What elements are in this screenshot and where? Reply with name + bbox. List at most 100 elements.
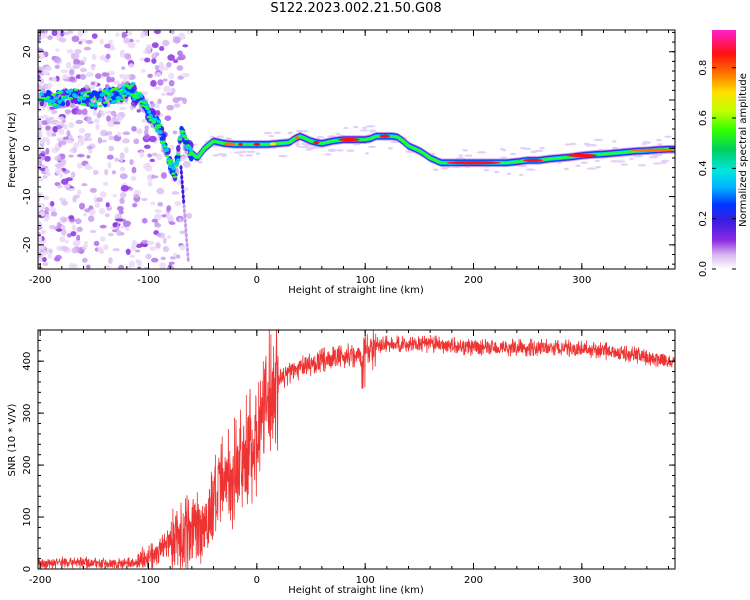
noise-speckle <box>46 172 51 177</box>
noise-speckle <box>172 97 180 103</box>
noise-speckle <box>176 56 184 61</box>
noise-speckle <box>52 109 58 114</box>
noise-speckle <box>82 213 88 217</box>
noise-speckle <box>615 160 626 163</box>
noise-speckle <box>91 33 98 39</box>
noise-speckle <box>564 143 572 146</box>
noise-speckle <box>273 131 282 134</box>
y-tick-label: 20 <box>22 45 33 58</box>
noise-speckle <box>56 228 62 232</box>
noise-speckle <box>98 249 105 255</box>
noise-speckle <box>652 154 663 157</box>
ridge-core <box>379 134 391 138</box>
ridge-core <box>566 153 597 158</box>
noise-speckle <box>66 49 74 54</box>
ridge-cell <box>73 94 79 99</box>
noise-speckle <box>84 163 91 170</box>
ridge-cell <box>163 145 168 148</box>
noise-speckle <box>388 147 393 150</box>
noise-speckle <box>70 231 77 237</box>
noise-speckle <box>81 183 88 187</box>
ridge-cell <box>137 91 142 95</box>
noise-speckle <box>122 74 131 80</box>
noise-speckle <box>197 161 203 164</box>
noise-speckle <box>131 125 137 132</box>
noise-speckle <box>114 218 123 222</box>
noise-speckle <box>108 135 115 141</box>
ridge-cell <box>81 96 87 101</box>
noise-speckle <box>131 240 138 248</box>
noise-speckle <box>118 264 125 269</box>
noise-speckle <box>154 65 160 71</box>
noise-speckle <box>120 185 129 192</box>
noise-speckle <box>73 58 81 66</box>
noise-speckle <box>58 116 65 121</box>
ridge-cell <box>112 99 118 104</box>
noise-speckle <box>81 257 88 263</box>
ridge-cell <box>57 90 62 94</box>
noise-speckle <box>106 154 114 160</box>
noise-speckle <box>131 166 137 174</box>
ridge-cell <box>60 97 66 102</box>
noise-speckle <box>76 189 82 196</box>
noise-speckle <box>178 217 183 223</box>
noise-speckle <box>52 126 58 133</box>
x-tick-label: -200 <box>29 575 52 586</box>
noise-speckle <box>98 208 106 215</box>
ridge-cell <box>130 93 135 96</box>
y-tick-label: 0 <box>22 566 33 572</box>
ridge-core <box>238 142 243 147</box>
noise-speckle <box>328 148 337 152</box>
noise-speckle <box>85 72 94 77</box>
noise-speckle <box>72 142 79 149</box>
noise-speckle <box>97 137 103 144</box>
ridge-cell <box>156 125 161 129</box>
noise-speckle <box>288 131 293 134</box>
noise-speckle <box>66 130 71 137</box>
noise-speckle <box>93 240 100 247</box>
noise-speckle <box>59 236 66 243</box>
noise-speckle <box>141 217 148 224</box>
noise-speckle <box>78 202 86 210</box>
noise-speckle <box>346 149 355 152</box>
noise-speckle <box>44 155 51 162</box>
noise-speckle <box>62 136 69 140</box>
ridge-cell <box>182 135 187 138</box>
noise-speckle <box>44 206 50 213</box>
ridge-cell <box>197 153 202 157</box>
ridge-cell <box>98 97 103 102</box>
noise-speckle <box>42 257 47 263</box>
noise-speckle <box>166 61 172 68</box>
noise-speckle <box>76 162 83 169</box>
noise-speckle <box>156 187 165 195</box>
noise-speckle <box>40 243 45 251</box>
ridge-cell <box>171 166 176 171</box>
noise-speckle <box>539 146 545 150</box>
ridge-cell <box>141 101 147 104</box>
snr-series-line <box>38 330 675 569</box>
noise-speckle <box>500 147 505 151</box>
ridge-cell <box>91 97 96 100</box>
noise-speckle <box>166 205 172 212</box>
noise-speckle <box>301 142 306 145</box>
noise-speckle <box>76 234 81 242</box>
tail-blob <box>182 203 186 209</box>
ridge-cell <box>93 103 98 108</box>
noise-speckle <box>124 53 132 60</box>
ridge-cell <box>107 98 113 101</box>
x-tick-label: 100 <box>356 275 375 286</box>
noise-speckle <box>119 173 128 180</box>
ridge-cell <box>200 149 205 153</box>
colorbar-tick-label: 0.6 <box>698 110 709 126</box>
noise-speckle <box>162 245 170 253</box>
noise-speckle <box>99 191 107 198</box>
ridge-cell <box>50 99 56 104</box>
noise-speckle <box>176 65 184 71</box>
noise-speckle <box>51 76 57 83</box>
ridge-cell <box>78 96 83 99</box>
tail-blob <box>186 252 190 258</box>
noise-speckle <box>335 149 345 152</box>
ridge-cell <box>47 103 53 106</box>
noise-speckle <box>86 154 91 159</box>
